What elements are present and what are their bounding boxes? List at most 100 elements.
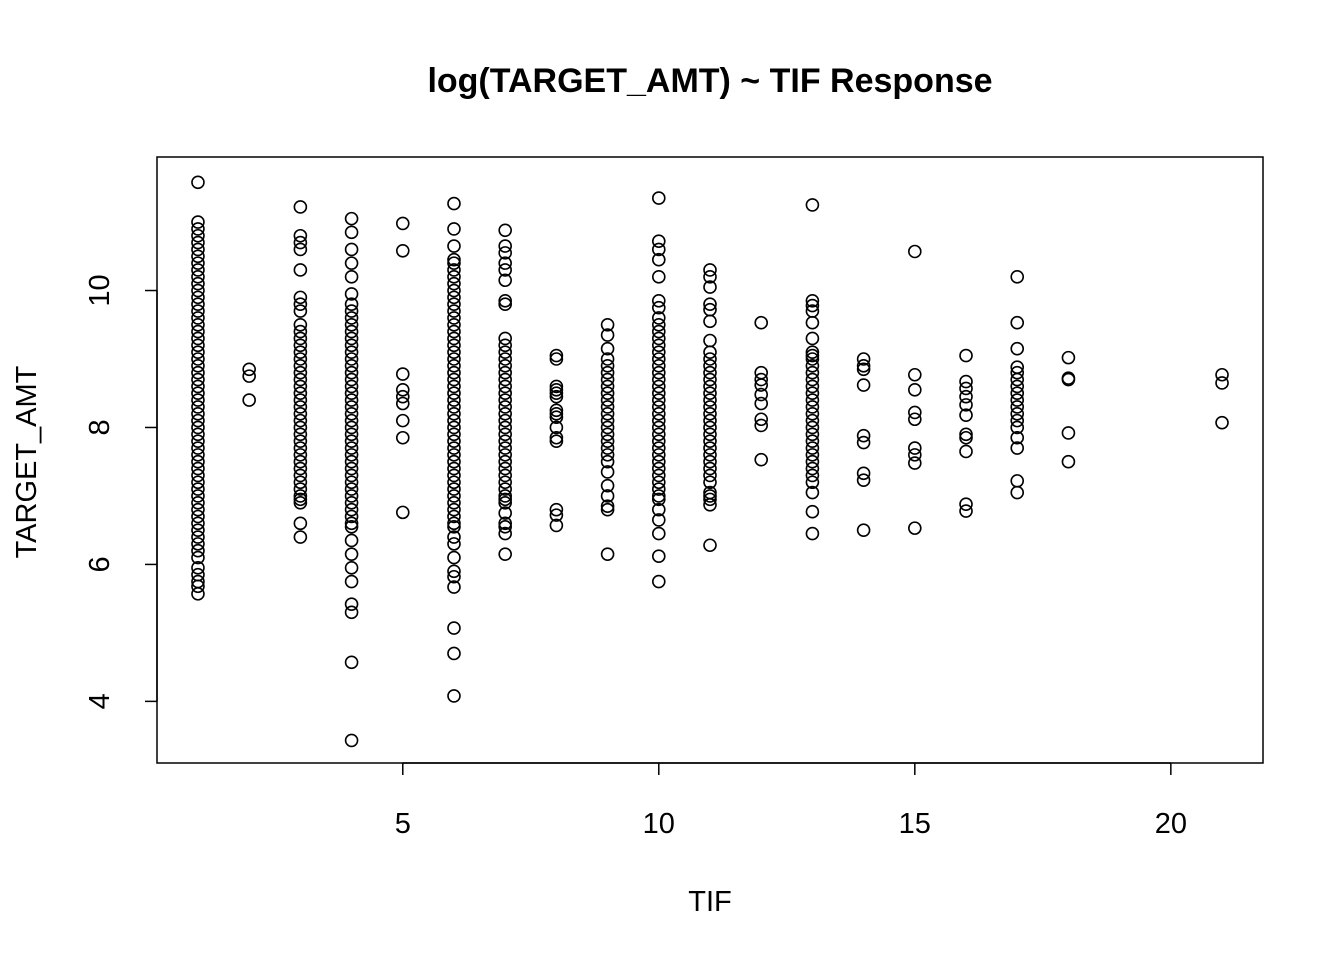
- data-point: [805, 406, 820, 421]
- data-point: [754, 396, 769, 411]
- data-point: [498, 492, 512, 507]
- data-point: [498, 223, 512, 238]
- data-point: [703, 333, 717, 348]
- data-point: [856, 428, 871, 443]
- data-point: [805, 441, 820, 455]
- data-point: [293, 290, 308, 305]
- data-point: [447, 564, 461, 579]
- data-point: [703, 297, 717, 312]
- data-point: [395, 244, 410, 258]
- data-point: [549, 430, 564, 445]
- data-point: [549, 420, 564, 435]
- data-point: [1215, 376, 1229, 390]
- data-point: [191, 386, 205, 401]
- data-point: [600, 406, 615, 421]
- data-point: [651, 513, 666, 527]
- data-point: [344, 516, 359, 531]
- data-point: [651, 191, 666, 205]
- data-point: [754, 365, 769, 380]
- data-point: [1010, 430, 1025, 445]
- data-point: [703, 434, 717, 448]
- data-point: [344, 533, 359, 548]
- data-point: [293, 324, 308, 339]
- data-point: [293, 441, 308, 455]
- data-point: [293, 516, 308, 531]
- data-point: [344, 461, 359, 476]
- data-point: [191, 338, 205, 353]
- data-point: [1061, 350, 1076, 365]
- data-point: [651, 324, 666, 339]
- data-point: [600, 478, 615, 493]
- data-point: [908, 521, 922, 535]
- data-point: [344, 519, 359, 534]
- data-point: [549, 389, 564, 404]
- data-point: [600, 352, 615, 366]
- data-point: [856, 473, 871, 488]
- data-point: [293, 482, 308, 496]
- data-point: [549, 518, 564, 533]
- data-point: [344, 379, 359, 394]
- data-point: [498, 372, 512, 387]
- data-point: [805, 393, 820, 407]
- data-point: [498, 547, 512, 561]
- data-point: [191, 516, 205, 531]
- data-point: [395, 505, 410, 520]
- data-point: [856, 466, 871, 481]
- data-point: [703, 372, 717, 387]
- data-point: [856, 435, 871, 450]
- data-point: [191, 468, 205, 483]
- data-point: [447, 304, 461, 318]
- data-point: [344, 441, 359, 455]
- data-point: [344, 270, 359, 284]
- data-point: [549, 379, 564, 394]
- data-point: [191, 365, 205, 380]
- data-point: [447, 580, 461, 594]
- data-point: [1010, 441, 1025, 455]
- data-point: [447, 448, 461, 462]
- data-point: [651, 234, 666, 249]
- data-point: [805, 352, 820, 366]
- data-point: [447, 537, 461, 551]
- data-point: [447, 621, 461, 635]
- data-point: [651, 400, 666, 414]
- data-point: [805, 345, 820, 359]
- data-point: [498, 246, 512, 260]
- data-point: [447, 222, 461, 236]
- data-point: [651, 475, 666, 490]
- data-point: [191, 393, 205, 407]
- data-point: [498, 379, 512, 394]
- data-point: [651, 293, 666, 308]
- data-point: [191, 400, 205, 414]
- data-point: [703, 270, 717, 284]
- data-point: [344, 324, 359, 339]
- data-point: [908, 367, 922, 382]
- data-point: [703, 489, 717, 503]
- data-point: [191, 276, 205, 291]
- data-point: [703, 492, 717, 507]
- data-point: [447, 290, 461, 305]
- data-point: [703, 379, 717, 394]
- data-point: [447, 331, 461, 346]
- data-point: [1010, 379, 1025, 394]
- data-point: [395, 216, 410, 231]
- data-point: [344, 256, 359, 270]
- data-point: [344, 338, 359, 353]
- data-point: [191, 256, 205, 270]
- data-point: [600, 454, 615, 469]
- data-point: [191, 441, 205, 455]
- data-point: [908, 456, 922, 470]
- data-point: [805, 504, 820, 519]
- data-point: [959, 430, 973, 445]
- data-point: [395, 413, 410, 428]
- data-point: [1010, 485, 1025, 500]
- data-point: [703, 406, 717, 421]
- data-point: [549, 383, 564, 397]
- data-point: [703, 448, 717, 462]
- data-point: [805, 448, 820, 462]
- data-point: [1010, 270, 1025, 284]
- data-point: [344, 317, 359, 332]
- data-point: [447, 468, 461, 483]
- data-point: [447, 519, 461, 534]
- data-point: [651, 420, 666, 435]
- data-point: [805, 331, 820, 346]
